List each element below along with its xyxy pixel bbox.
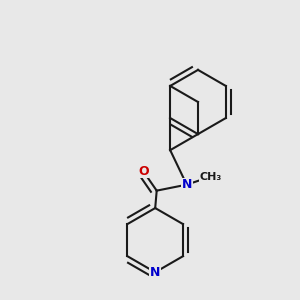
Text: N: N — [150, 266, 160, 279]
Text: CH₃: CH₃ — [200, 172, 222, 182]
Text: O: O — [138, 165, 148, 178]
Text: N: N — [182, 178, 192, 191]
